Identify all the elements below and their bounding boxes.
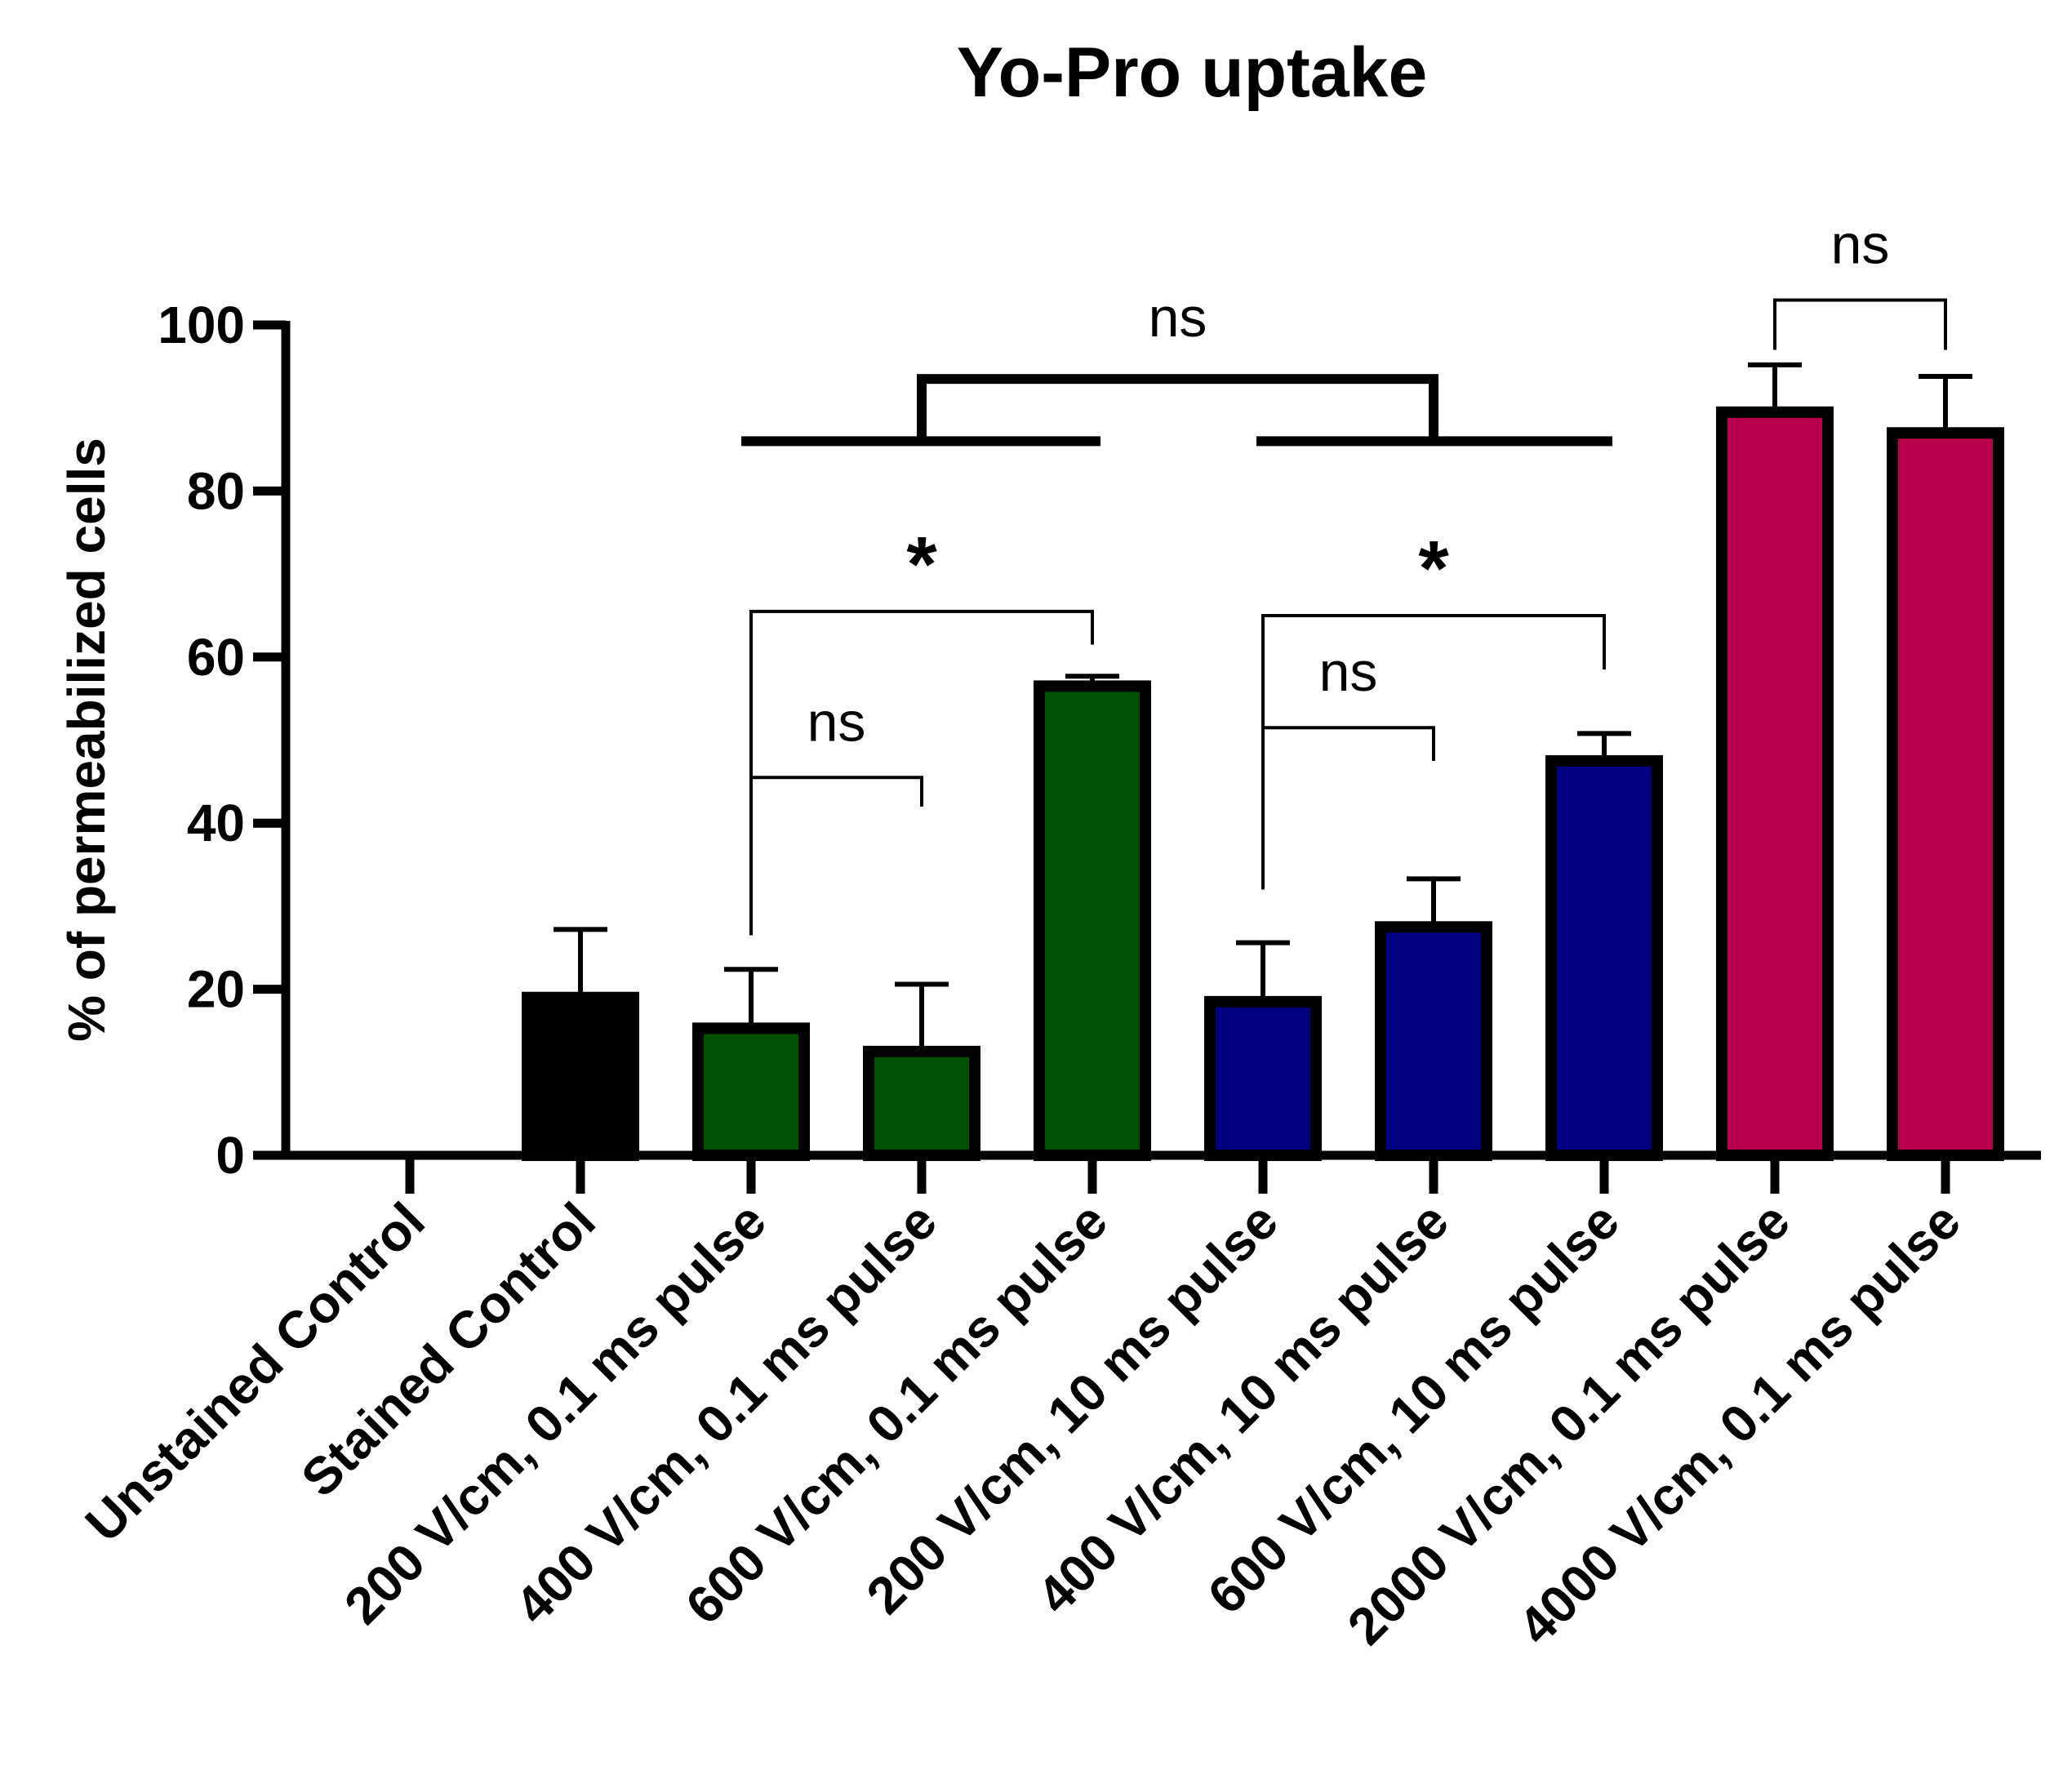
y-tick-label: 0 [216, 1126, 245, 1185]
bracket-line [1261, 726, 1435, 890]
bar-6 [1375, 921, 1492, 1161]
significance-label: * [906, 521, 937, 608]
axes-layer [253, 320, 2041, 1194]
x-tick-label: Unstained Control [74, 1191, 436, 1553]
significance-label: ns [1831, 213, 1890, 275]
error-bar-9 [1919, 374, 1972, 434]
significance-label: * [1418, 525, 1449, 612]
error-bar-3 [895, 981, 949, 1052]
y-tick-label: 100 [158, 296, 245, 354]
error-bar-1 [554, 927, 607, 998]
y-tick-label: 80 [187, 461, 245, 520]
bracket-line [749, 609, 1094, 778]
significance-bracket-0: ns [749, 691, 923, 936]
significance-bracket-1: * [749, 521, 1094, 778]
bar-2 [692, 1022, 810, 1162]
bar-7 [1545, 754, 1663, 1161]
y-axis-label: % of permeabilized cells [57, 438, 116, 1042]
chart-title: Yo-Pro uptake [957, 33, 1428, 112]
bar-5 [1204, 995, 1322, 1161]
bracket-line [1261, 613, 1606, 728]
significance-label: ns [1319, 641, 1378, 703]
error-bar-4 [1065, 674, 1119, 687]
bracket-line [1773, 298, 1947, 350]
bar-9 [1887, 427, 2004, 1161]
significance-label: ns [1149, 287, 1207, 349]
y-tick-labels: 0 20 40 60 80 100 [158, 296, 245, 1185]
significance-bracket-3: * [1261, 525, 1606, 728]
y-tick-label: 40 [187, 794, 245, 852]
error-bar-7 [1577, 731, 1631, 761]
error-bar-8 [1748, 362, 1802, 412]
bar-8 [1716, 406, 1834, 1162]
error-bar-5 [1236, 940, 1290, 1002]
bar-4 [1034, 680, 1151, 1161]
bar-1 [522, 991, 639, 1162]
significance-layer: ns * ns * ns ns [741, 213, 1947, 936]
error-bars-layer [554, 362, 1972, 1052]
group-bracket [917, 374, 1438, 442]
significance-bracket-4: ns [1773, 213, 1947, 350]
significance-bracket-2: ns [1261, 641, 1435, 890]
x-tick-label: Stained Control [290, 1191, 607, 1508]
bar-3 [863, 1045, 980, 1161]
error-bar-6 [1407, 876, 1461, 928]
y-tick-label: 60 [187, 628, 245, 687]
significance-bracket-5: ns [741, 287, 1612, 447]
significance-label: ns [807, 691, 866, 753]
error-bar-2 [724, 967, 778, 1029]
bracket-line [749, 776, 923, 936]
y-tick-label: 20 [187, 960, 245, 1019]
